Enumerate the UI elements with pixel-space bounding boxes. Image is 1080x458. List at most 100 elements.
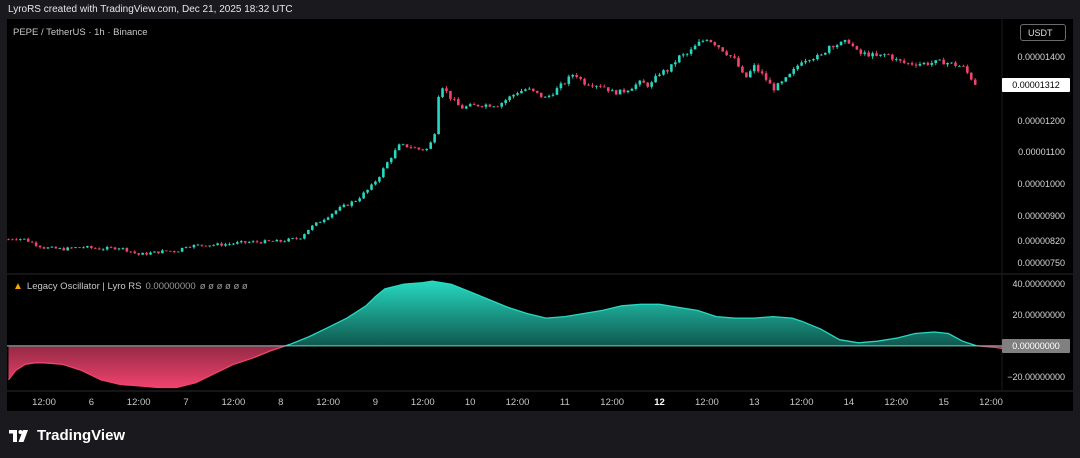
candle bbox=[413, 146, 417, 149]
candle-body bbox=[721, 47, 724, 52]
candle-body bbox=[267, 240, 271, 242]
oscillator-current-badge: 0.00000000 bbox=[1002, 338, 1070, 353]
indicator-title[interactable]: ▲ Legacy Oscillator | Lyro RS 0.00000000… bbox=[13, 281, 248, 292]
candle bbox=[780, 80, 784, 85]
candle-body bbox=[370, 184, 373, 190]
price-axis-label: 0.00000750 bbox=[1017, 258, 1065, 269]
candle bbox=[389, 157, 393, 165]
candle bbox=[745, 72, 748, 78]
candle-body bbox=[768, 79, 772, 84]
candle bbox=[788, 73, 792, 78]
candle-body bbox=[520, 90, 523, 94]
candle bbox=[354, 200, 358, 203]
candle bbox=[50, 246, 54, 248]
oscillator-line-positive bbox=[283, 280, 985, 346]
candle-body bbox=[165, 250, 168, 252]
oscillator-axis-label: −20.00000000 bbox=[1007, 371, 1065, 382]
candle-body bbox=[859, 49, 863, 54]
candle bbox=[153, 251, 156, 253]
chart-frame[interactable]: PEPE / TetherUS · 1h · Binance ▲ Legacy … bbox=[7, 19, 1073, 411]
candle bbox=[749, 69, 752, 78]
candle-body bbox=[46, 247, 50, 249]
candle bbox=[752, 63, 756, 74]
candle-body bbox=[141, 252, 144, 255]
candle bbox=[662, 69, 665, 76]
candle bbox=[812, 58, 815, 62]
candle-body bbox=[717, 45, 721, 48]
candle bbox=[701, 39, 705, 43]
candle bbox=[646, 81, 650, 88]
candle-body bbox=[54, 246, 58, 249]
candle-body bbox=[898, 59, 902, 61]
candle bbox=[575, 72, 578, 79]
candle bbox=[212, 244, 215, 247]
candle bbox=[579, 76, 582, 81]
time-axis-label: 9 bbox=[372, 397, 379, 408]
candle bbox=[741, 65, 744, 74]
candle-body bbox=[634, 84, 638, 89]
candle bbox=[520, 88, 523, 94]
candle bbox=[914, 62, 918, 68]
tradingview-logo[interactable]: TradingView bbox=[9, 427, 125, 444]
candle bbox=[516, 91, 519, 96]
candle bbox=[681, 52, 685, 58]
candle-body bbox=[654, 75, 657, 83]
candle bbox=[405, 144, 409, 148]
candle-body bbox=[113, 247, 117, 250]
candle bbox=[437, 95, 440, 135]
candle bbox=[875, 50, 878, 57]
candle bbox=[346, 204, 350, 207]
oscillator-positive-area bbox=[285, 281, 977, 346]
candle-body bbox=[445, 88, 448, 91]
candle bbox=[90, 245, 93, 250]
candle-body bbox=[239, 241, 243, 243]
candle bbox=[468, 102, 472, 107]
candle-body bbox=[820, 54, 823, 56]
candle-body bbox=[677, 55, 681, 63]
candle bbox=[567, 74, 571, 87]
time-axis-label: 15 bbox=[938, 397, 949, 408]
candle bbox=[129, 251, 133, 254]
candle-body bbox=[752, 65, 756, 72]
candle-body bbox=[934, 60, 938, 64]
candle-body bbox=[788, 73, 792, 78]
chart-canvas[interactable] bbox=[7, 19, 1073, 411]
candle-body bbox=[295, 238, 298, 240]
candle-body bbox=[883, 54, 886, 56]
candle-body bbox=[7, 239, 10, 241]
candle bbox=[176, 251, 180, 253]
candle-body bbox=[397, 144, 401, 151]
candle-body bbox=[318, 222, 322, 223]
candle bbox=[374, 180, 377, 186]
candle bbox=[879, 54, 882, 57]
candle-body bbox=[508, 96, 511, 101]
candle-body bbox=[137, 253, 140, 255]
candle-body bbox=[212, 244, 215, 246]
candle-body bbox=[97, 248, 101, 250]
candle-body bbox=[567, 76, 571, 84]
candle bbox=[768, 77, 772, 84]
indicator-flame-icon: ▲ bbox=[13, 281, 23, 292]
candle-body bbox=[453, 98, 456, 100]
candle bbox=[512, 94, 515, 99]
candle bbox=[251, 240, 255, 243]
candle-body bbox=[831, 46, 835, 48]
candle bbox=[303, 233, 306, 240]
candle bbox=[658, 72, 661, 77]
candle bbox=[583, 77, 586, 86]
candle-body bbox=[626, 90, 630, 93]
candle-body bbox=[784, 77, 788, 82]
candle bbox=[969, 72, 973, 81]
candle bbox=[772, 82, 776, 93]
candle-body bbox=[105, 247, 109, 250]
candle-body bbox=[539, 92, 543, 98]
candle-body bbox=[681, 54, 685, 56]
candle-body bbox=[180, 247, 184, 252]
candle bbox=[606, 87, 610, 94]
candle bbox=[401, 143, 405, 146]
candle-body bbox=[354, 201, 358, 202]
candle bbox=[863, 50, 867, 56]
candle-body bbox=[650, 82, 653, 87]
currency-button[interactable]: USDT bbox=[1020, 24, 1066, 41]
candle-body bbox=[389, 158, 393, 163]
